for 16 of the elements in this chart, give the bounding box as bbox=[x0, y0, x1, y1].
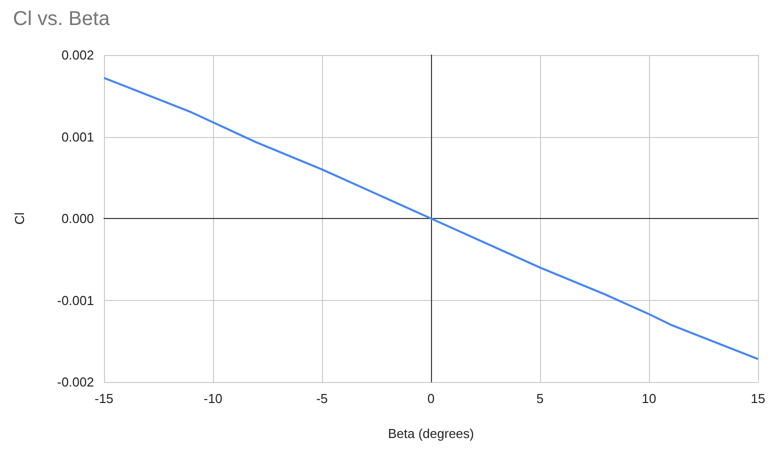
x-tick-label: 5 bbox=[536, 391, 544, 406]
x-axis-title: Beta (degrees) bbox=[388, 426, 474, 441]
x-tick-label: 15 bbox=[750, 391, 766, 406]
x-tick-label: -5 bbox=[316, 391, 328, 406]
y-tick-label: -0.001 bbox=[57, 292, 94, 308]
y-tick-label: 0.002 bbox=[61, 48, 94, 62]
chart-title: Cl vs. Beta bbox=[13, 8, 111, 30]
line-series bbox=[103, 76, 759, 360]
x-tick-label: -15 bbox=[94, 391, 114, 406]
x-tick-label: 0 bbox=[427, 391, 435, 406]
x-tick-label: -10 bbox=[204, 391, 222, 406]
x-tick-label: 10 bbox=[642, 391, 656, 406]
y-axis-title: Cl bbox=[12, 212, 27, 225]
y-tick-label: 0.001 bbox=[61, 129, 94, 144]
y-tick-label: -0.002 bbox=[57, 374, 94, 390]
y-tick-label: 0.000 bbox=[61, 211, 94, 226]
